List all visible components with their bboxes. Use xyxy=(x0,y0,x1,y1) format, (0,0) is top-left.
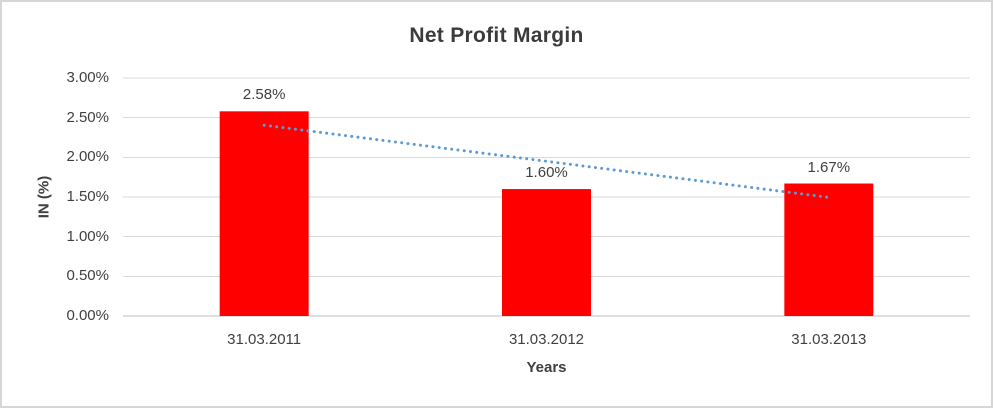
y-tick-label: 0.00% xyxy=(66,307,109,324)
x-category-label: 31.03.2012 xyxy=(508,331,585,348)
bar-data-label: 2.58% xyxy=(242,86,286,104)
x-axis-title: Years xyxy=(526,359,567,376)
trendline xyxy=(262,123,831,199)
y-tick-label: 2.50% xyxy=(66,108,109,126)
y-tick-label: 1.50% xyxy=(66,188,109,205)
x-category-label: 31.03.2013 xyxy=(791,331,867,348)
bar-data-label: 1.60% xyxy=(525,164,568,182)
bar xyxy=(784,183,874,316)
y-tick-label: 0.50% xyxy=(66,267,109,285)
y-tick-label: 3.00% xyxy=(66,69,109,86)
bar xyxy=(502,189,591,316)
bar xyxy=(219,111,309,316)
bar-data-label: 1.67% xyxy=(807,158,851,176)
chart-title: Net Profit Margin xyxy=(409,24,584,47)
y-tick-label: 1.00% xyxy=(66,227,109,245)
y-tick-label: 2.00% xyxy=(66,148,109,166)
x-category-label: 31.03.2011 xyxy=(227,331,302,348)
